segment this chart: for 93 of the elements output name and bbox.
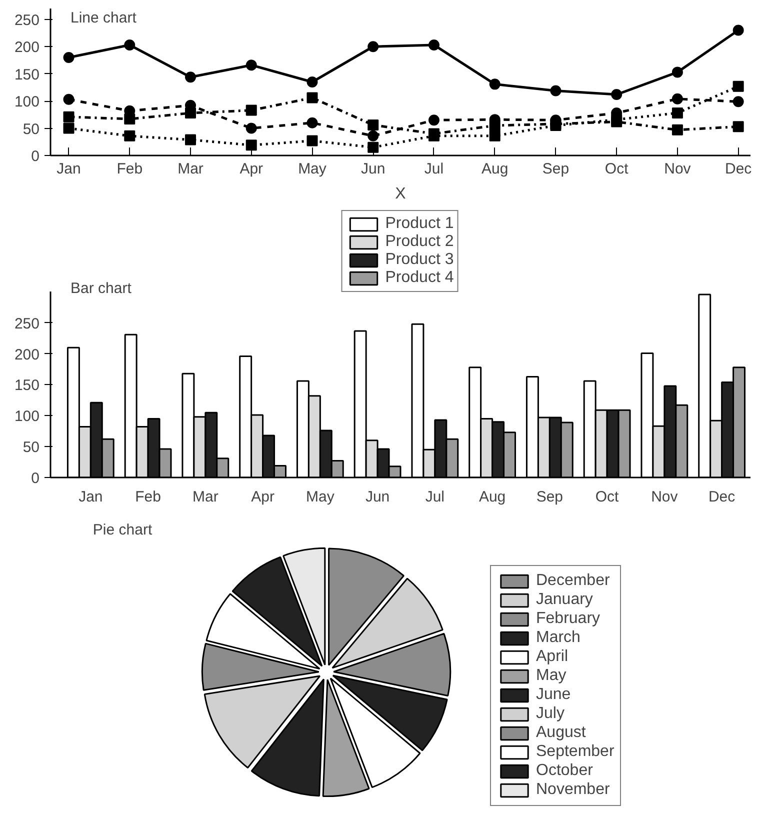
legend-label: January (536, 591, 593, 609)
legend-label: Product 4 (385, 269, 454, 287)
x-tick-label: Sep (536, 488, 564, 506)
x-tick-label: Sep (542, 160, 570, 178)
point (550, 85, 562, 96)
point (428, 114, 440, 126)
point (63, 111, 74, 122)
x-tick-label: Feb (135, 488, 161, 506)
x-tick-label: Oct (604, 160, 630, 178)
legend-label: November (536, 781, 610, 799)
x-tick-label: Aug (478, 488, 506, 506)
y-tick-label: 150 (14, 377, 40, 394)
point (489, 78, 500, 90)
point (246, 60, 257, 71)
x-tick-label: Oct (595, 488, 620, 506)
legend-label: Product 1 (385, 215, 454, 233)
x-tick-label: Jan (56, 160, 81, 178)
legend-label: March (536, 629, 580, 647)
y-tick-label: 250 (14, 12, 40, 29)
y-tick-label: 100 (14, 94, 40, 111)
x-tick-label: May (298, 160, 327, 178)
y-tick-label: 0 (31, 148, 40, 165)
point (428, 39, 440, 50)
point (63, 94, 74, 105)
point (672, 124, 683, 136)
y-tick-label: 250 (14, 315, 40, 332)
point (732, 96, 744, 108)
point (246, 122, 257, 134)
point (672, 108, 683, 119)
y-tick-label: 50 (22, 439, 40, 456)
x-tick-label: Jul (424, 160, 444, 178)
y-tick-label: 200 (14, 39, 40, 56)
point (63, 122, 74, 134)
x-tick-label: Nov (664, 160, 692, 178)
point (306, 76, 318, 88)
x-axis-title: X (395, 186, 406, 202)
point (489, 130, 500, 142)
point (306, 92, 318, 104)
point (368, 120, 379, 131)
legend-label: September (536, 743, 614, 761)
y-tick-label: 100 (14, 408, 40, 426)
legend-label: August (536, 724, 586, 742)
legend-label: December (536, 572, 610, 590)
x-tick-label: Apr (251, 488, 274, 506)
point (124, 39, 136, 50)
point (185, 134, 196, 146)
y-tick-label: 200 (14, 346, 40, 364)
point (246, 104, 257, 116)
chart-title: Bar chart (70, 280, 132, 297)
x-tick-label: Mar (192, 488, 218, 506)
legend-label: June (536, 686, 571, 704)
legend-label: May (536, 667, 566, 685)
point (672, 93, 683, 104)
x-tick-label: Jan (78, 488, 103, 506)
point (611, 89, 622, 100)
x-tick-label: Dec (708, 488, 736, 506)
point (672, 66, 683, 78)
x-tick-label: Feb (116, 160, 143, 178)
point (246, 140, 257, 151)
legend-label: February (536, 610, 600, 628)
x-tick-label: Aug (482, 160, 508, 178)
point (732, 121, 744, 132)
y-tick-label: 150 (14, 66, 40, 84)
chart-title: Pie chart (92, 521, 153, 538)
point (732, 80, 744, 92)
legend-label: April (536, 648, 568, 666)
point (124, 130, 136, 142)
legend-label: Product 3 (385, 251, 454, 269)
point (185, 72, 196, 83)
point (368, 130, 379, 142)
legend-label: July (536, 705, 564, 723)
legend-label: Product 2 (385, 233, 454, 251)
x-tick-label: Jun (361, 160, 386, 178)
x-tick-label: Jul (425, 488, 445, 506)
point (124, 114, 136, 125)
point (63, 52, 74, 63)
point (489, 120, 500, 132)
point (368, 41, 379, 52)
point (306, 135, 318, 146)
x-tick-label: Mar (178, 160, 204, 178)
legend-label: October (536, 762, 593, 780)
point (306, 117, 318, 128)
point (185, 108, 196, 119)
x-tick-label: Dec (724, 160, 752, 178)
x-tick-label: Nov (651, 488, 678, 506)
y-tick-label: 50 (22, 120, 40, 138)
x-tick-label: Jun (365, 488, 390, 506)
chart-title: Line chart (70, 10, 138, 26)
point (368, 142, 379, 153)
point (732, 24, 744, 36)
x-tick-label: Apr (240, 160, 264, 178)
y-tick-label: 0 (31, 470, 40, 487)
x-tick-label: May (306, 488, 335, 506)
